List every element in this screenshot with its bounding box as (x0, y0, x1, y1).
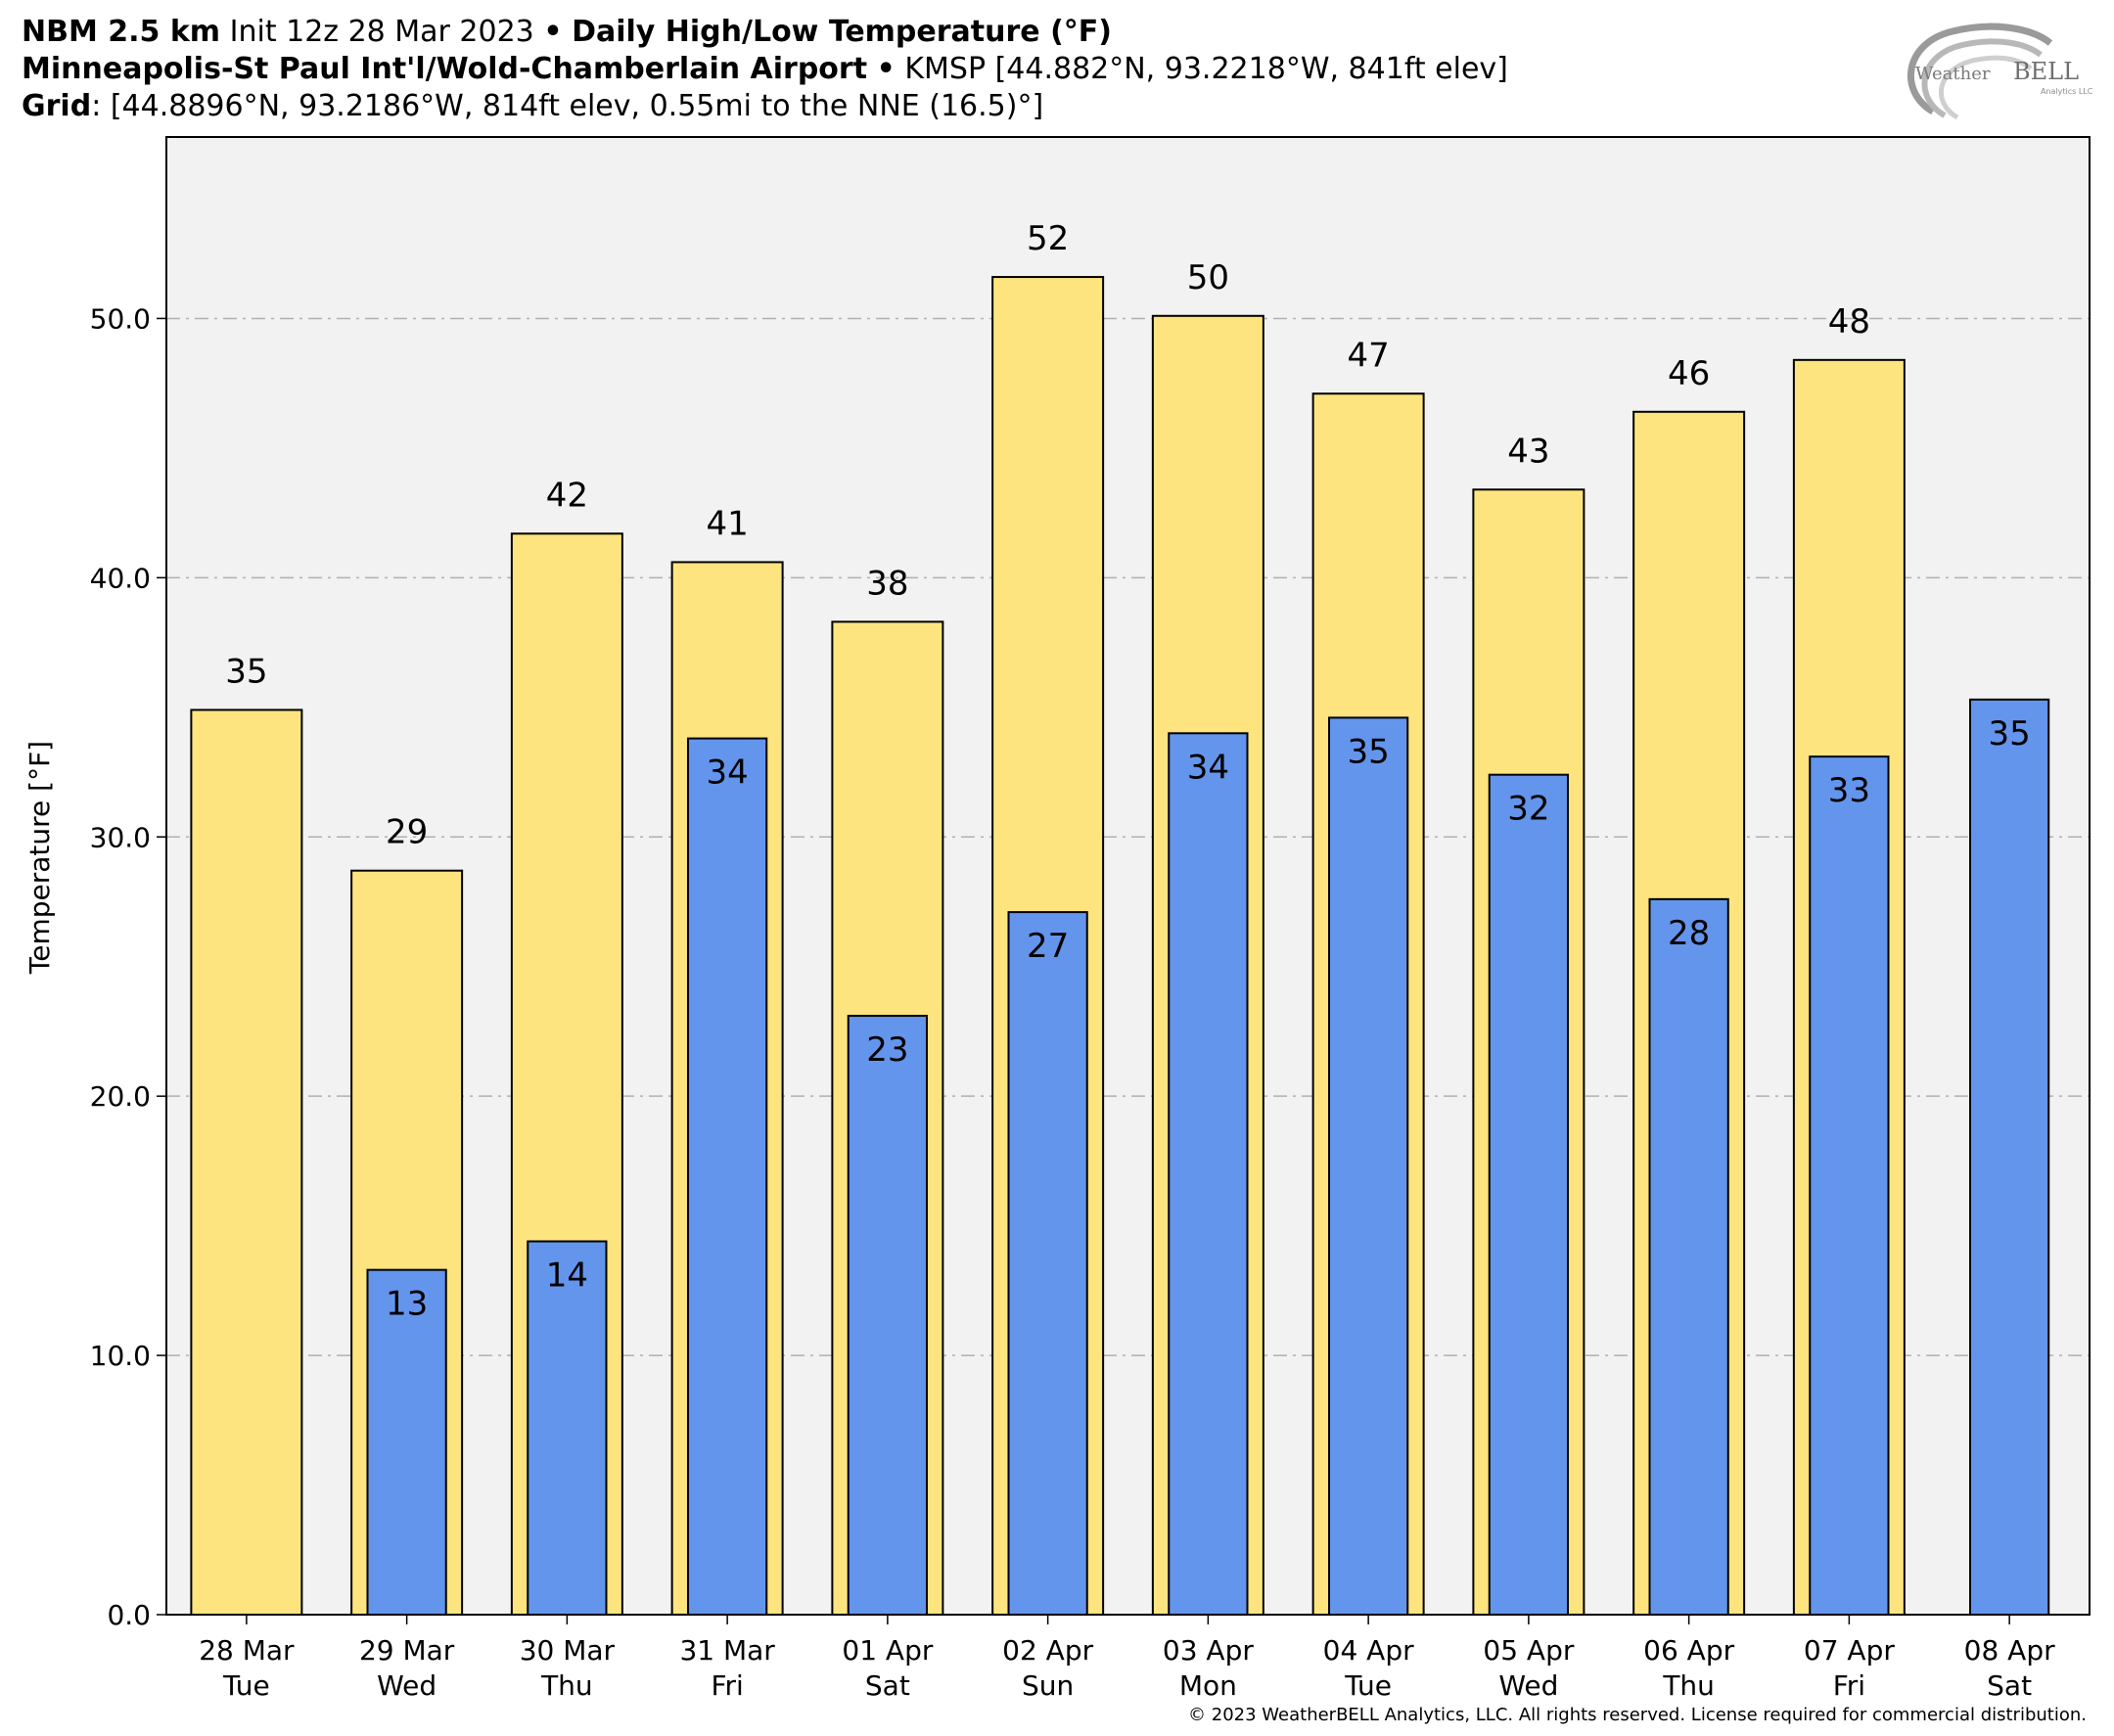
x-tick-label-day: Sun (1022, 1669, 1074, 1702)
x-tick-label-date: 29 Mar (359, 1634, 455, 1667)
low-temp-label: 34 (706, 754, 748, 793)
x-tick-label-date: 07 Apr (1804, 1634, 1895, 1667)
weatherbell-logo: Weather BELL Analytics LLC (1907, 23, 2093, 120)
high-temp-label: 47 (1347, 336, 1389, 375)
y-axis-label: Temperature [°F] (23, 741, 56, 975)
low-temp-bar (527, 1240, 608, 1617)
x-tick-label-day: Wed (377, 1669, 437, 1702)
x-tick-label-day: Wed (1498, 1669, 1558, 1702)
x-tick-label-day: Fri (1833, 1669, 1865, 1702)
high-temp-label: 48 (1828, 302, 1870, 342)
grid-lines (166, 317, 2090, 1356)
low-temp-bar (1648, 897, 1729, 1616)
plot-frame (165, 136, 2091, 1616)
low-temp-bar (1969, 698, 2050, 1616)
title-line-model: NBM 2.5 km Init 12z 28 Mar 2023 • Daily … (22, 14, 1112, 51)
title-line-grid: Grid: [44.8896°N, 93.2186°W, 814ft elev,… (22, 88, 1043, 125)
low-temp-label: 32 (1507, 790, 1549, 829)
low-temp-label: 35 (1347, 732, 1389, 771)
low-temp-bar (687, 737, 768, 1616)
low-temp-label: 34 (1187, 748, 1229, 787)
station-info: KMSP [44.882°N, 93.2218°W, 841ft elev] (904, 52, 1508, 86)
bars (190, 276, 2050, 1617)
high-temp-label: 38 (866, 564, 908, 603)
high-temp-label: 29 (386, 813, 428, 852)
high-temp-label: 43 (1507, 432, 1549, 471)
y-tick-label: 10.0 (90, 1340, 151, 1372)
low-temp-label: 13 (386, 1285, 428, 1324)
x-tick-label-day: Fri (711, 1669, 743, 1702)
x-tick-label-day: Sat (865, 1669, 910, 1702)
x-tick-label-day: Thu (540, 1669, 593, 1702)
x-tick-label-day: Tue (1344, 1669, 1392, 1702)
low-temp-bar (1007, 911, 1088, 1616)
y-tick-label: 50.0 (90, 302, 151, 335)
station-name: Minneapolis-St Paul Int'l/Wold-Chamberla… (22, 52, 868, 86)
x-tick-label-date: 02 Apr (1002, 1634, 1093, 1667)
high-temp-label: 41 (706, 504, 748, 543)
x-tick-label-date: 30 Mar (520, 1634, 616, 1667)
y-tick-label: 40.0 (90, 562, 151, 594)
logo-text-left: Weather (1915, 64, 1991, 84)
x-tick-label-date: 28 Mar (199, 1634, 295, 1667)
grid-info: : [44.8896°N, 93.2186°W, 814ft elev, 0.5… (91, 89, 1044, 123)
y-tick-label: 0.0 (107, 1599, 151, 1631)
x-tick-label-date: 01 Apr (842, 1634, 933, 1667)
low-temp-bar (1328, 716, 1409, 1616)
product-name: Daily High/Low Temperature (°F) (572, 15, 1112, 49)
low-temp-bar (1809, 755, 1890, 1616)
plot-area (166, 137, 2090, 1615)
logo-subtext: Analytics LLC (2041, 87, 2093, 96)
low-temp-label: 33 (1828, 771, 1870, 810)
y-tick-label: 30.0 (90, 821, 151, 853)
x-tick-label-date: 03 Apr (1163, 1634, 1254, 1667)
x-tick-label-date: 08 Apr (1964, 1634, 2055, 1667)
high-temp-label: 50 (1187, 258, 1229, 297)
low-temp-label: 14 (546, 1256, 588, 1296)
x-tick-label-date: 04 Apr (1323, 1634, 1414, 1667)
x-tick-label-day: Thu (1662, 1669, 1715, 1702)
low-temp-label: 27 (1027, 927, 1069, 966)
x-tick-label-date: 06 Apr (1643, 1634, 1734, 1667)
separator-dot: • (876, 52, 896, 86)
high-temp-label: 46 (1668, 354, 1710, 393)
separator-dot: • (543, 15, 563, 49)
x-tick-label-day: Sat (1987, 1669, 2032, 1702)
plot-background (166, 137, 2090, 1615)
high-temp-label: 42 (546, 476, 588, 515)
high-temp-label: 35 (225, 652, 267, 691)
grid-label: Grid (22, 89, 92, 123)
model-name: NBM 2.5 km (22, 15, 221, 49)
low-temp-bar (366, 1268, 447, 1616)
low-temp-label: 35 (1988, 714, 2030, 754)
x-tick-label-day: Tue (222, 1669, 270, 1702)
high-temp-bar (190, 708, 303, 1616)
low-temp-label: 28 (1668, 914, 1710, 953)
value-labels: 35 29 13 42 14 41 34 38 23 52 27 50 34 47 35 43 32 46 28 48… (225, 219, 2031, 1324)
title-line-station: Minneapolis-St Paul Int'l/Wold-Chamberla… (22, 51, 1508, 88)
x-tick-label-date: 05 Apr (1483, 1634, 1574, 1667)
low-temp-bar (1168, 732, 1249, 1616)
low-temp-label: 23 (866, 1030, 908, 1070)
logo-text-right: BELL (2013, 58, 2079, 85)
low-temp-bar (1488, 773, 1569, 1616)
low-temp-bar (847, 1015, 928, 1616)
x-tick-label-day: Mon (1179, 1669, 1237, 1702)
init-time: Init 12z 28 Mar 2023 (229, 15, 534, 49)
high-temp-label: 52 (1027, 219, 1069, 258)
x-tick-label-date: 31 Mar (679, 1634, 775, 1667)
copyright-notice: © 2023 WeatherBELL Analytics, LLC. All r… (1188, 1705, 2087, 1725)
y-tick-label: 20.0 (90, 1080, 151, 1113)
